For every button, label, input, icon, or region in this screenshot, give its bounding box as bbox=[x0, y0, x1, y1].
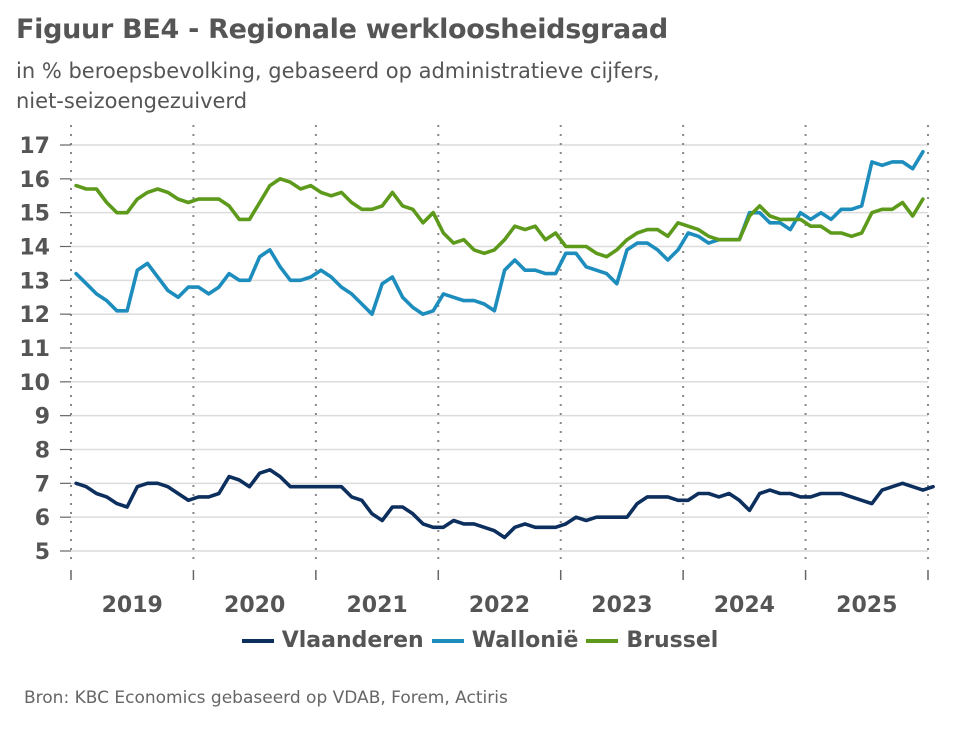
legend-label-wallonie: Wallonië bbox=[471, 628, 579, 653]
legend-label-vlaanderen: Vlaanderen bbox=[281, 628, 424, 653]
xtick-label: 2024 bbox=[714, 593, 775, 618]
ytick-label: 17 bbox=[19, 134, 50, 159]
ytick-label: 15 bbox=[19, 202, 50, 227]
subtitle-line-2: niet-seizoengezuiverd bbox=[16, 89, 248, 113]
ytick-label: 7 bbox=[35, 472, 50, 497]
ytick-label: 16 bbox=[19, 168, 50, 193]
y-axis: 5 6 7 8 9 10 11 12 13 14 15 16 17 bbox=[19, 134, 71, 565]
ytick-label: 9 bbox=[35, 405, 50, 430]
xtick-label: 2022 bbox=[469, 593, 530, 618]
legend-swatch-wallonie bbox=[431, 638, 464, 643]
legend-swatch-brussel bbox=[586, 638, 619, 643]
series-line-wallonie bbox=[74, 150, 925, 317]
ytick-label: 14 bbox=[19, 236, 50, 261]
subtitle-line-1: in % beroepsbevolking, gebaseerd op admi… bbox=[16, 59, 660, 83]
ytick-label: 8 bbox=[35, 439, 50, 464]
legend: Vlaanderen Wallonië Brussel bbox=[0, 628, 960, 653]
ytick-label: 13 bbox=[19, 269, 50, 294]
xtick-label: 2021 bbox=[346, 593, 407, 618]
grid-lines bbox=[70, 125, 929, 560]
series-line-vlaanderen bbox=[74, 467, 935, 540]
legend-swatch-vlaanderen bbox=[241, 638, 274, 643]
ytick-label: 5 bbox=[35, 540, 50, 565]
legend-item-brussel[interactable]: Brussel bbox=[586, 628, 718, 653]
ytick-label: 11 bbox=[19, 337, 50, 362]
xtick-label: 2023 bbox=[591, 593, 652, 618]
chart-subtitle: in % beroepsbevolking, gebaseerd op admi… bbox=[16, 56, 776, 116]
x-axis: 2019 2020 2021 2022 2023 2024 2025 bbox=[70, 570, 929, 618]
xtick-label: 2019 bbox=[102, 593, 163, 618]
series-lines bbox=[74, 150, 935, 540]
chart-title: Figuur BE4 - Regionale werkloosheidsgraa… bbox=[16, 14, 668, 45]
series-line-brussel bbox=[74, 177, 925, 259]
legend-item-wallonie[interactable]: Wallonië bbox=[431, 628, 579, 653]
legend-label-brussel: Brussel bbox=[626, 628, 719, 653]
ytick-label: 12 bbox=[19, 303, 50, 328]
ytick-label: 10 bbox=[19, 371, 50, 396]
xtick-label: 2025 bbox=[836, 593, 897, 618]
source-note: Bron: KBC Economics gebaseerd op VDAB, F… bbox=[24, 688, 508, 708]
ytick-label: 6 bbox=[35, 506, 50, 531]
xtick-label: 2020 bbox=[224, 593, 285, 618]
legend-item-vlaanderen[interactable]: Vlaanderen bbox=[241, 628, 424, 653]
